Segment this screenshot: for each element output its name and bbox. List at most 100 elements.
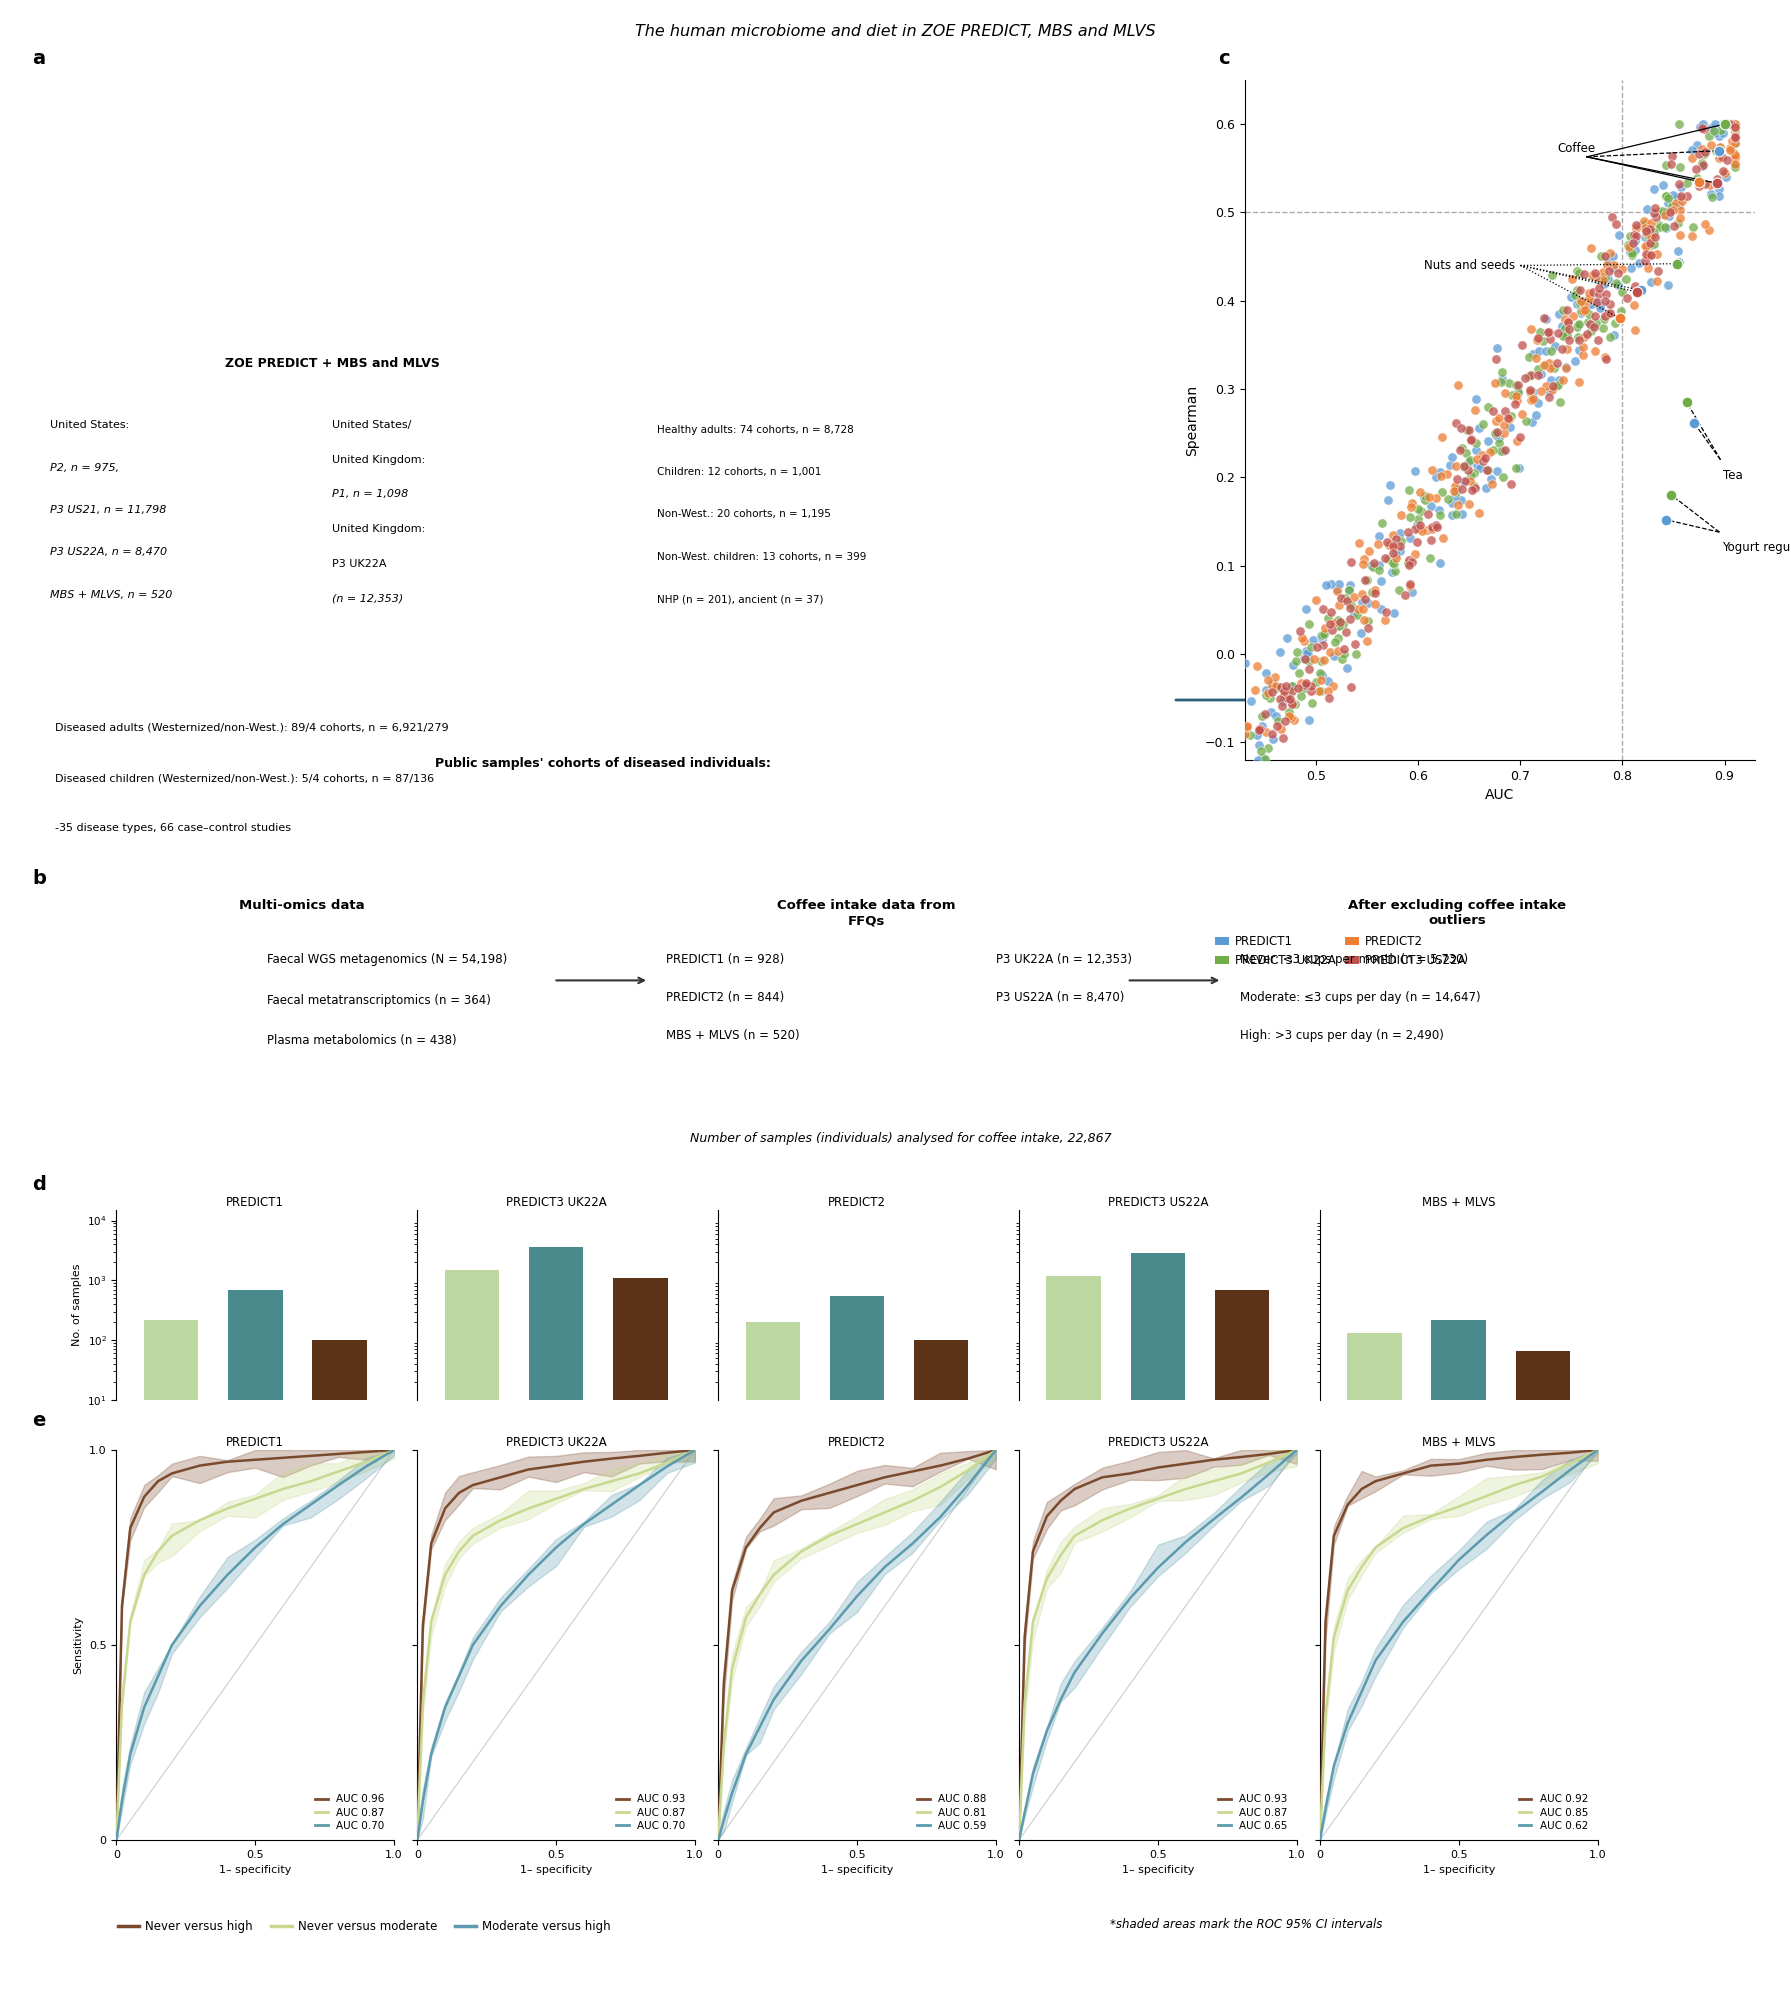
- Point: [1374, 484, 1402, 516]
- Point: [1571, 322, 1599, 354]
- Point: [1365, 528, 1393, 560]
- Point: [1594, 262, 1623, 294]
- Point: [1678, 142, 1707, 174]
- Title: PREDICT2: PREDICT2: [827, 1196, 887, 1208]
- Point: [1343, 600, 1372, 632]
- Point: [1252, 680, 1281, 712]
- Point: [1680, 406, 1709, 438]
- Point: [1666, 194, 1694, 226]
- Legend: AUC 0.93, AUC 0.87, AUC 0.70: AUC 0.93, AUC 0.87, AUC 0.70: [613, 1790, 690, 1834]
- Point: [1291, 642, 1320, 674]
- Title: MBS + MLVS: MBS + MLVS: [1422, 1196, 1495, 1208]
- Point: [1488, 462, 1517, 494]
- Point: [1581, 260, 1610, 292]
- Point: [1485, 422, 1513, 454]
- Point: [1705, 134, 1734, 166]
- Point: [1329, 638, 1358, 670]
- Point: [1553, 294, 1581, 326]
- Point: [1642, 238, 1671, 270]
- Point: [1307, 618, 1336, 650]
- Point: [1426, 498, 1454, 530]
- Point: [1261, 700, 1290, 732]
- Text: P3 US22A, n = 8,470: P3 US22A, n = 8,470: [50, 548, 167, 558]
- Point: [1565, 274, 1594, 306]
- Point: [1295, 704, 1324, 736]
- Point: [1290, 642, 1318, 674]
- Point: [1666, 180, 1694, 212]
- Point: [1623, 220, 1651, 252]
- Point: [1293, 638, 1322, 670]
- Point: [1438, 498, 1467, 530]
- Point: [1716, 132, 1744, 164]
- Text: ZOE PREDICT + MBS and MLVS: ZOE PREDICT + MBS and MLVS: [226, 356, 439, 370]
- Point: [1639, 174, 1667, 206]
- Point: [1614, 232, 1642, 264]
- Point: [1685, 170, 1714, 202]
- Point: [1395, 544, 1424, 576]
- Point: [1247, 734, 1275, 766]
- Point: [1427, 422, 1456, 454]
- Point: [1589, 264, 1617, 296]
- Point: [1501, 388, 1530, 420]
- Point: [1243, 650, 1272, 682]
- Point: [1458, 474, 1487, 506]
- Point: [1461, 382, 1490, 414]
- Point: [1340, 580, 1368, 612]
- Point: [1426, 456, 1454, 488]
- Point: [1324, 568, 1352, 600]
- Point: [1329, 634, 1358, 666]
- Point: [1245, 714, 1273, 746]
- Point: [1315, 674, 1343, 706]
- Point: [1277, 702, 1306, 734]
- Bar: [913, 1340, 969, 2000]
- Text: United States:: United States:: [50, 420, 129, 430]
- Point: [1648, 196, 1676, 228]
- Point: [1359, 550, 1388, 582]
- Point: [1567, 296, 1596, 328]
- Y-axis label: No. of samples: No. of samples: [72, 1264, 82, 1346]
- Point: [1501, 370, 1530, 402]
- Point: [1272, 670, 1300, 702]
- Point: [1535, 380, 1564, 412]
- Point: [1710, 108, 1739, 140]
- Point: [1395, 522, 1424, 554]
- Point: [1417, 490, 1445, 522]
- Point: [1456, 424, 1485, 456]
- Point: [1341, 638, 1370, 670]
- Point: [1657, 190, 1685, 222]
- Point: [1709, 118, 1737, 150]
- Point: [1293, 638, 1322, 670]
- Point: [1524, 360, 1553, 392]
- Point: [1494, 366, 1522, 398]
- Text: P3 UK22A: P3 UK22A: [333, 558, 387, 568]
- Point: [1503, 376, 1531, 408]
- Text: Yogurt regular: Yogurt regular: [1723, 540, 1791, 554]
- Point: [1657, 148, 1685, 180]
- Point: [1349, 578, 1377, 610]
- Point: [1250, 698, 1279, 730]
- Point: [1444, 368, 1472, 400]
- Point: [1273, 682, 1302, 714]
- Point: [1615, 220, 1644, 252]
- Point: [1503, 380, 1531, 412]
- Point: [1565, 288, 1594, 320]
- Text: MBS + MLVS, n = 520: MBS + MLVS, n = 520: [50, 590, 172, 600]
- Point: [1343, 594, 1372, 626]
- Point: [1490, 410, 1519, 442]
- Point: [1630, 204, 1658, 236]
- Point: [1535, 324, 1564, 356]
- Point: [1442, 476, 1470, 508]
- Point: [1488, 356, 1517, 388]
- Title: PREDICT1: PREDICT1: [226, 1196, 285, 1208]
- X-axis label: 1– specificity: 1– specificity: [1422, 1866, 1495, 1876]
- Point: [1598, 202, 1626, 234]
- Point: [1324, 634, 1352, 666]
- Point: [1687, 150, 1716, 182]
- Point: [1578, 310, 1607, 342]
- Point: [1243, 744, 1272, 776]
- Point: [1696, 112, 1725, 144]
- Point: [1709, 156, 1737, 188]
- Point: [1641, 196, 1669, 228]
- Point: [1336, 602, 1365, 634]
- Point: [1658, 194, 1687, 226]
